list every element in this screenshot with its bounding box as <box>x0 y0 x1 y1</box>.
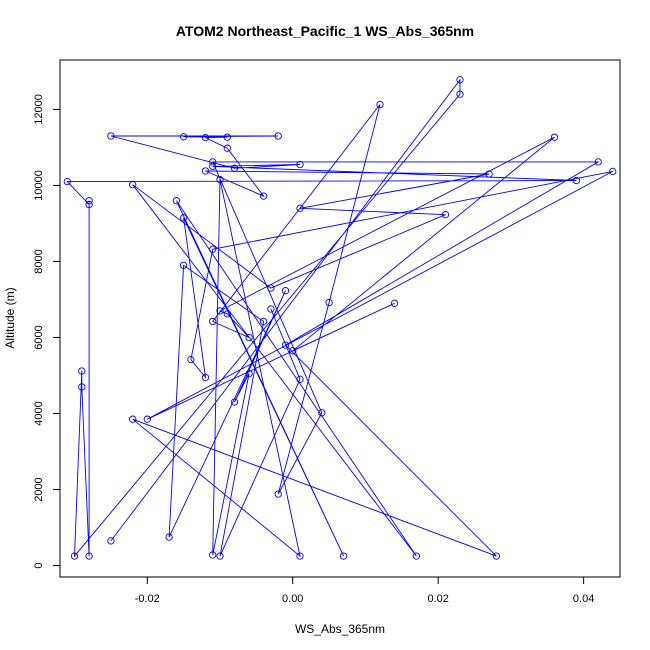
data-point <box>78 367 86 375</box>
data-point <box>107 537 115 545</box>
data-point <box>230 164 239 172</box>
data-point <box>223 310 231 318</box>
data-point <box>281 341 290 349</box>
data-point <box>78 383 86 391</box>
y-tick-label: 6000 <box>33 325 45 349</box>
data-point <box>572 176 581 185</box>
data-point <box>179 133 188 141</box>
data-point <box>456 90 464 98</box>
data-point <box>441 211 450 219</box>
data-point <box>296 160 304 169</box>
data-point <box>209 245 217 253</box>
y-tick-label: 10000 <box>33 170 45 201</box>
data-point <box>63 177 71 186</box>
data-point <box>223 144 231 152</box>
data-point <box>456 76 464 84</box>
data-point <box>129 181 137 189</box>
data-point <box>85 552 93 560</box>
data-point <box>296 552 304 560</box>
data-point <box>296 375 304 383</box>
data-point <box>339 552 348 560</box>
data-point <box>216 307 224 315</box>
y-axis-label: Altitude (m) <box>3 287 17 348</box>
y-tick-label: 12000 <box>33 94 45 125</box>
data-point <box>390 299 399 307</box>
data-point <box>85 200 93 209</box>
y-axis: 0 2000 4000 6000 8000 10000 12000 <box>33 94 61 569</box>
x-tick-label: 0.04 <box>573 593 594 605</box>
data-point <box>325 298 333 307</box>
data-point <box>187 355 195 364</box>
data-point <box>245 369 253 378</box>
x-axis: -0.02 0.00 0.02 0.04 <box>135 576 594 605</box>
y-tick-label: 8000 <box>33 249 45 273</box>
data-point <box>485 170 493 178</box>
data-point <box>492 552 501 560</box>
x-axis-label: WS_Abs_365nm <box>295 622 385 636</box>
plot-frame <box>59 59 621 578</box>
data-point <box>259 317 268 326</box>
data-point <box>609 167 617 176</box>
data-point <box>245 333 253 342</box>
data-point <box>107 132 115 140</box>
chart-title: ATOM2 Northeast_Pacific_1 WS_Abs_365nm <box>176 23 474 39</box>
data-point <box>179 214 188 222</box>
data-point <box>376 100 384 109</box>
data-point <box>201 373 210 382</box>
data-point <box>267 284 275 292</box>
data-point <box>267 305 275 313</box>
data-point <box>594 158 602 166</box>
data-point <box>230 398 239 406</box>
data-point <box>274 490 282 498</box>
data-point <box>289 347 297 355</box>
data-point <box>223 133 231 141</box>
data-point <box>412 552 421 560</box>
y-tick-label: 0 <box>33 563 45 569</box>
data-point <box>209 162 217 171</box>
data-point <box>143 415 151 423</box>
x-tick-label: 0.00 <box>282 593 303 605</box>
data-point <box>216 176 224 184</box>
data-point <box>296 204 304 212</box>
data-point <box>216 552 224 560</box>
data-point <box>209 158 217 166</box>
data-point <box>70 552 79 560</box>
data-point <box>318 409 326 417</box>
data-point <box>129 415 137 423</box>
data-series <box>63 76 617 560</box>
data-point <box>201 133 210 142</box>
data-point <box>274 132 282 140</box>
series-line <box>66 78 613 558</box>
y-tick-label: 2000 <box>33 477 45 501</box>
data-point <box>165 533 173 541</box>
x-tick-label: -0.02 <box>135 593 160 605</box>
data-point <box>85 197 93 205</box>
data-point <box>550 133 559 141</box>
data-point <box>281 287 290 295</box>
y-tick-label: 4000 <box>33 401 45 425</box>
data-point <box>209 317 217 326</box>
data-point <box>179 261 188 269</box>
data-point <box>172 197 181 205</box>
data-point <box>259 192 268 200</box>
x-tick-label: 0.02 <box>427 593 448 605</box>
data-point <box>209 551 217 559</box>
data-point <box>201 167 210 175</box>
